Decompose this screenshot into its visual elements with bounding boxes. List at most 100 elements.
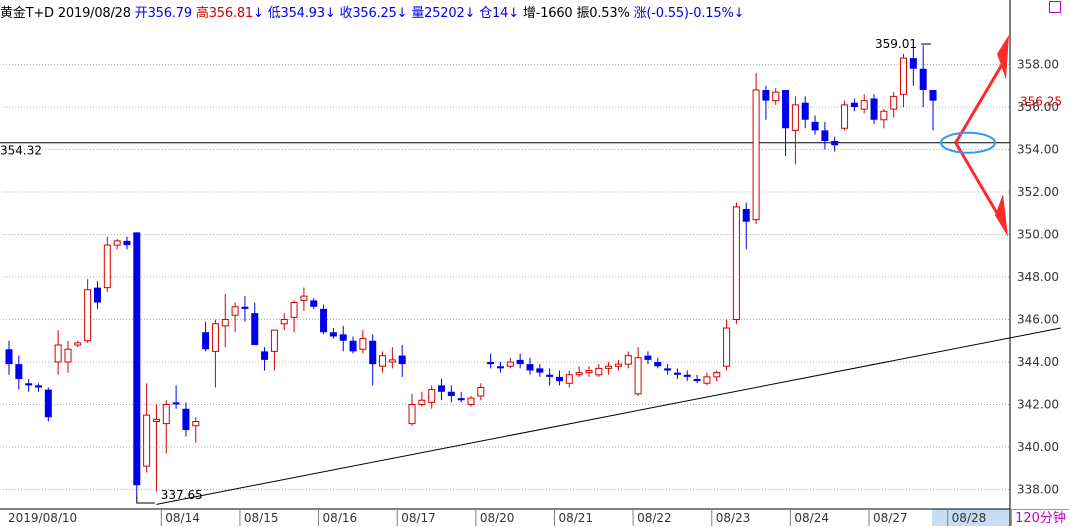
candle-body-down — [683, 374, 691, 377]
candle-body-down — [123, 240, 131, 246]
close-down-arrow-icon: ↓ — [396, 6, 408, 21]
candle-body-up — [841, 104, 849, 129]
open-label: 开 — [134, 6, 148, 21]
candle-body-down — [241, 306, 249, 309]
candle-body-down — [447, 391, 455, 396]
min-annotation-label: 337.65 — [161, 488, 203, 502]
panel-toggle-icon[interactable] — [1049, 1, 1061, 13]
candle-body-up — [64, 348, 72, 363]
candle-body-up — [506, 361, 514, 367]
open-field: 开356.79 — [135, 6, 192, 21]
low-field: 低354.93↓ — [268, 6, 336, 21]
change-value: (-0.55)-0.15% — [646, 6, 734, 21]
period-selector[interactable]: 120分钟 — [1011, 509, 1069, 526]
candle-body-up — [231, 306, 239, 316]
candle-body-up — [703, 376, 711, 384]
volume-value: 25202 — [424, 6, 465, 21]
date-label: 2019/08/28 — [57, 6, 131, 21]
candle-body-up — [143, 414, 151, 467]
candle-body-up — [880, 110, 888, 121]
y-tick-label: 358.00 — [1017, 58, 1059, 72]
candle-body-up — [634, 357, 642, 395]
x-tick-label: 08/21 — [558, 511, 593, 525]
change-down-arrow-icon: ↓ — [733, 6, 745, 21]
pivot-ellipse — [940, 131, 996, 154]
candle-body-down — [644, 355, 652, 360]
candle-body-down — [5, 349, 13, 365]
x-tick-label: 08/14 — [165, 511, 200, 525]
candle-body-up — [575, 372, 583, 376]
y-tick-label: 350.00 — [1017, 228, 1059, 242]
candle-body-up — [605, 365, 613, 369]
trend-line — [156, 327, 1061, 505]
candle-body-down — [693, 379, 701, 382]
low-value: 354.93 — [280, 6, 325, 21]
position-value: 14 — [492, 6, 509, 21]
low-label: 低 — [267, 6, 281, 21]
close-label: 收 — [339, 6, 353, 21]
candle-body-up — [84, 289, 92, 342]
y-tick-label: 342.00 — [1017, 398, 1059, 412]
candle-body-down — [25, 383, 33, 386]
candle-body-up — [408, 404, 416, 425]
y-tick-label: 344.00 — [1017, 355, 1059, 369]
high-label: 高 — [195, 6, 209, 21]
candle-body-up — [152, 418, 160, 422]
candle-body-down — [546, 374, 554, 377]
candle-body-up — [624, 355, 632, 365]
candle-body-down — [811, 121, 819, 131]
candle-body-down — [929, 90, 937, 101]
change-field: 涨(-0.55)-0.15%↓ — [634, 6, 745, 21]
candle-body-down — [782, 90, 790, 129]
up-arrow-shaft — [954, 63, 1004, 144]
candle-body-down — [369, 340, 377, 365]
level-label: 354.32 — [0, 144, 42, 158]
candle-body-up — [900, 57, 908, 95]
x-tick-label: 2019/08/10 — [8, 511, 77, 525]
volume-down-arrow-icon: ↓ — [464, 6, 476, 21]
amplitude-field: 振0.53% — [576, 6, 629, 21]
max-annotation-label: 359.01 — [875, 37, 917, 51]
candle-body-up — [270, 329, 278, 352]
candle-body-down — [339, 334, 347, 341]
candle-body-down — [536, 368, 544, 373]
volume-field: 量25202↓ — [411, 6, 475, 21]
increase-field: 增-1660 — [523, 6, 573, 21]
position-field: 仓14↓ — [479, 6, 519, 21]
close-value: 356.25 — [352, 6, 397, 21]
candle-body-up — [477, 387, 485, 397]
candle-body-down — [34, 385, 42, 388]
candle-body-up — [211, 323, 219, 352]
candle-body-up — [103, 244, 111, 289]
candle-body-down — [202, 332, 210, 350]
candle-body-down — [172, 402, 180, 405]
candle-body-up — [467, 397, 475, 405]
y-tick-label: 348.00 — [1017, 270, 1059, 284]
candle-body-down — [349, 340, 357, 352]
candle-body-down — [909, 58, 917, 69]
up-arrow-head — [997, 34, 1009, 80]
candle-body-down — [133, 232, 141, 486]
x-tick-label: 08/23 — [716, 511, 751, 525]
close-field: 收356.25↓ — [340, 6, 408, 21]
candle-body-up — [418, 399, 426, 405]
candle-body-up — [713, 372, 721, 378]
candle-body-up — [221, 319, 229, 327]
x-tick-label: 08/16 — [323, 511, 358, 525]
y-tick-label: 354.00 — [1017, 143, 1059, 157]
down-arrow-shaft — [954, 141, 1004, 223]
current-date-highlight — [932, 509, 1010, 526]
candle-body-down — [487, 362, 495, 365]
x-tick-label: 08/27 — [873, 511, 908, 525]
increase-value: -1660 — [535, 6, 573, 21]
candle-body-up — [732, 206, 740, 320]
position-down-arrow-icon: ↓ — [508, 6, 519, 21]
candle-body-down — [320, 308, 328, 333]
amplitude-value: 0.53% — [589, 6, 630, 21]
candle-body-down — [664, 368, 672, 371]
y-tick-label: 352.00 — [1017, 185, 1059, 199]
volume-label: 量 — [411, 6, 425, 21]
y-tick-label: 340.00 — [1017, 440, 1059, 454]
candle-body-up — [192, 421, 200, 427]
candle-body-up — [585, 370, 593, 374]
